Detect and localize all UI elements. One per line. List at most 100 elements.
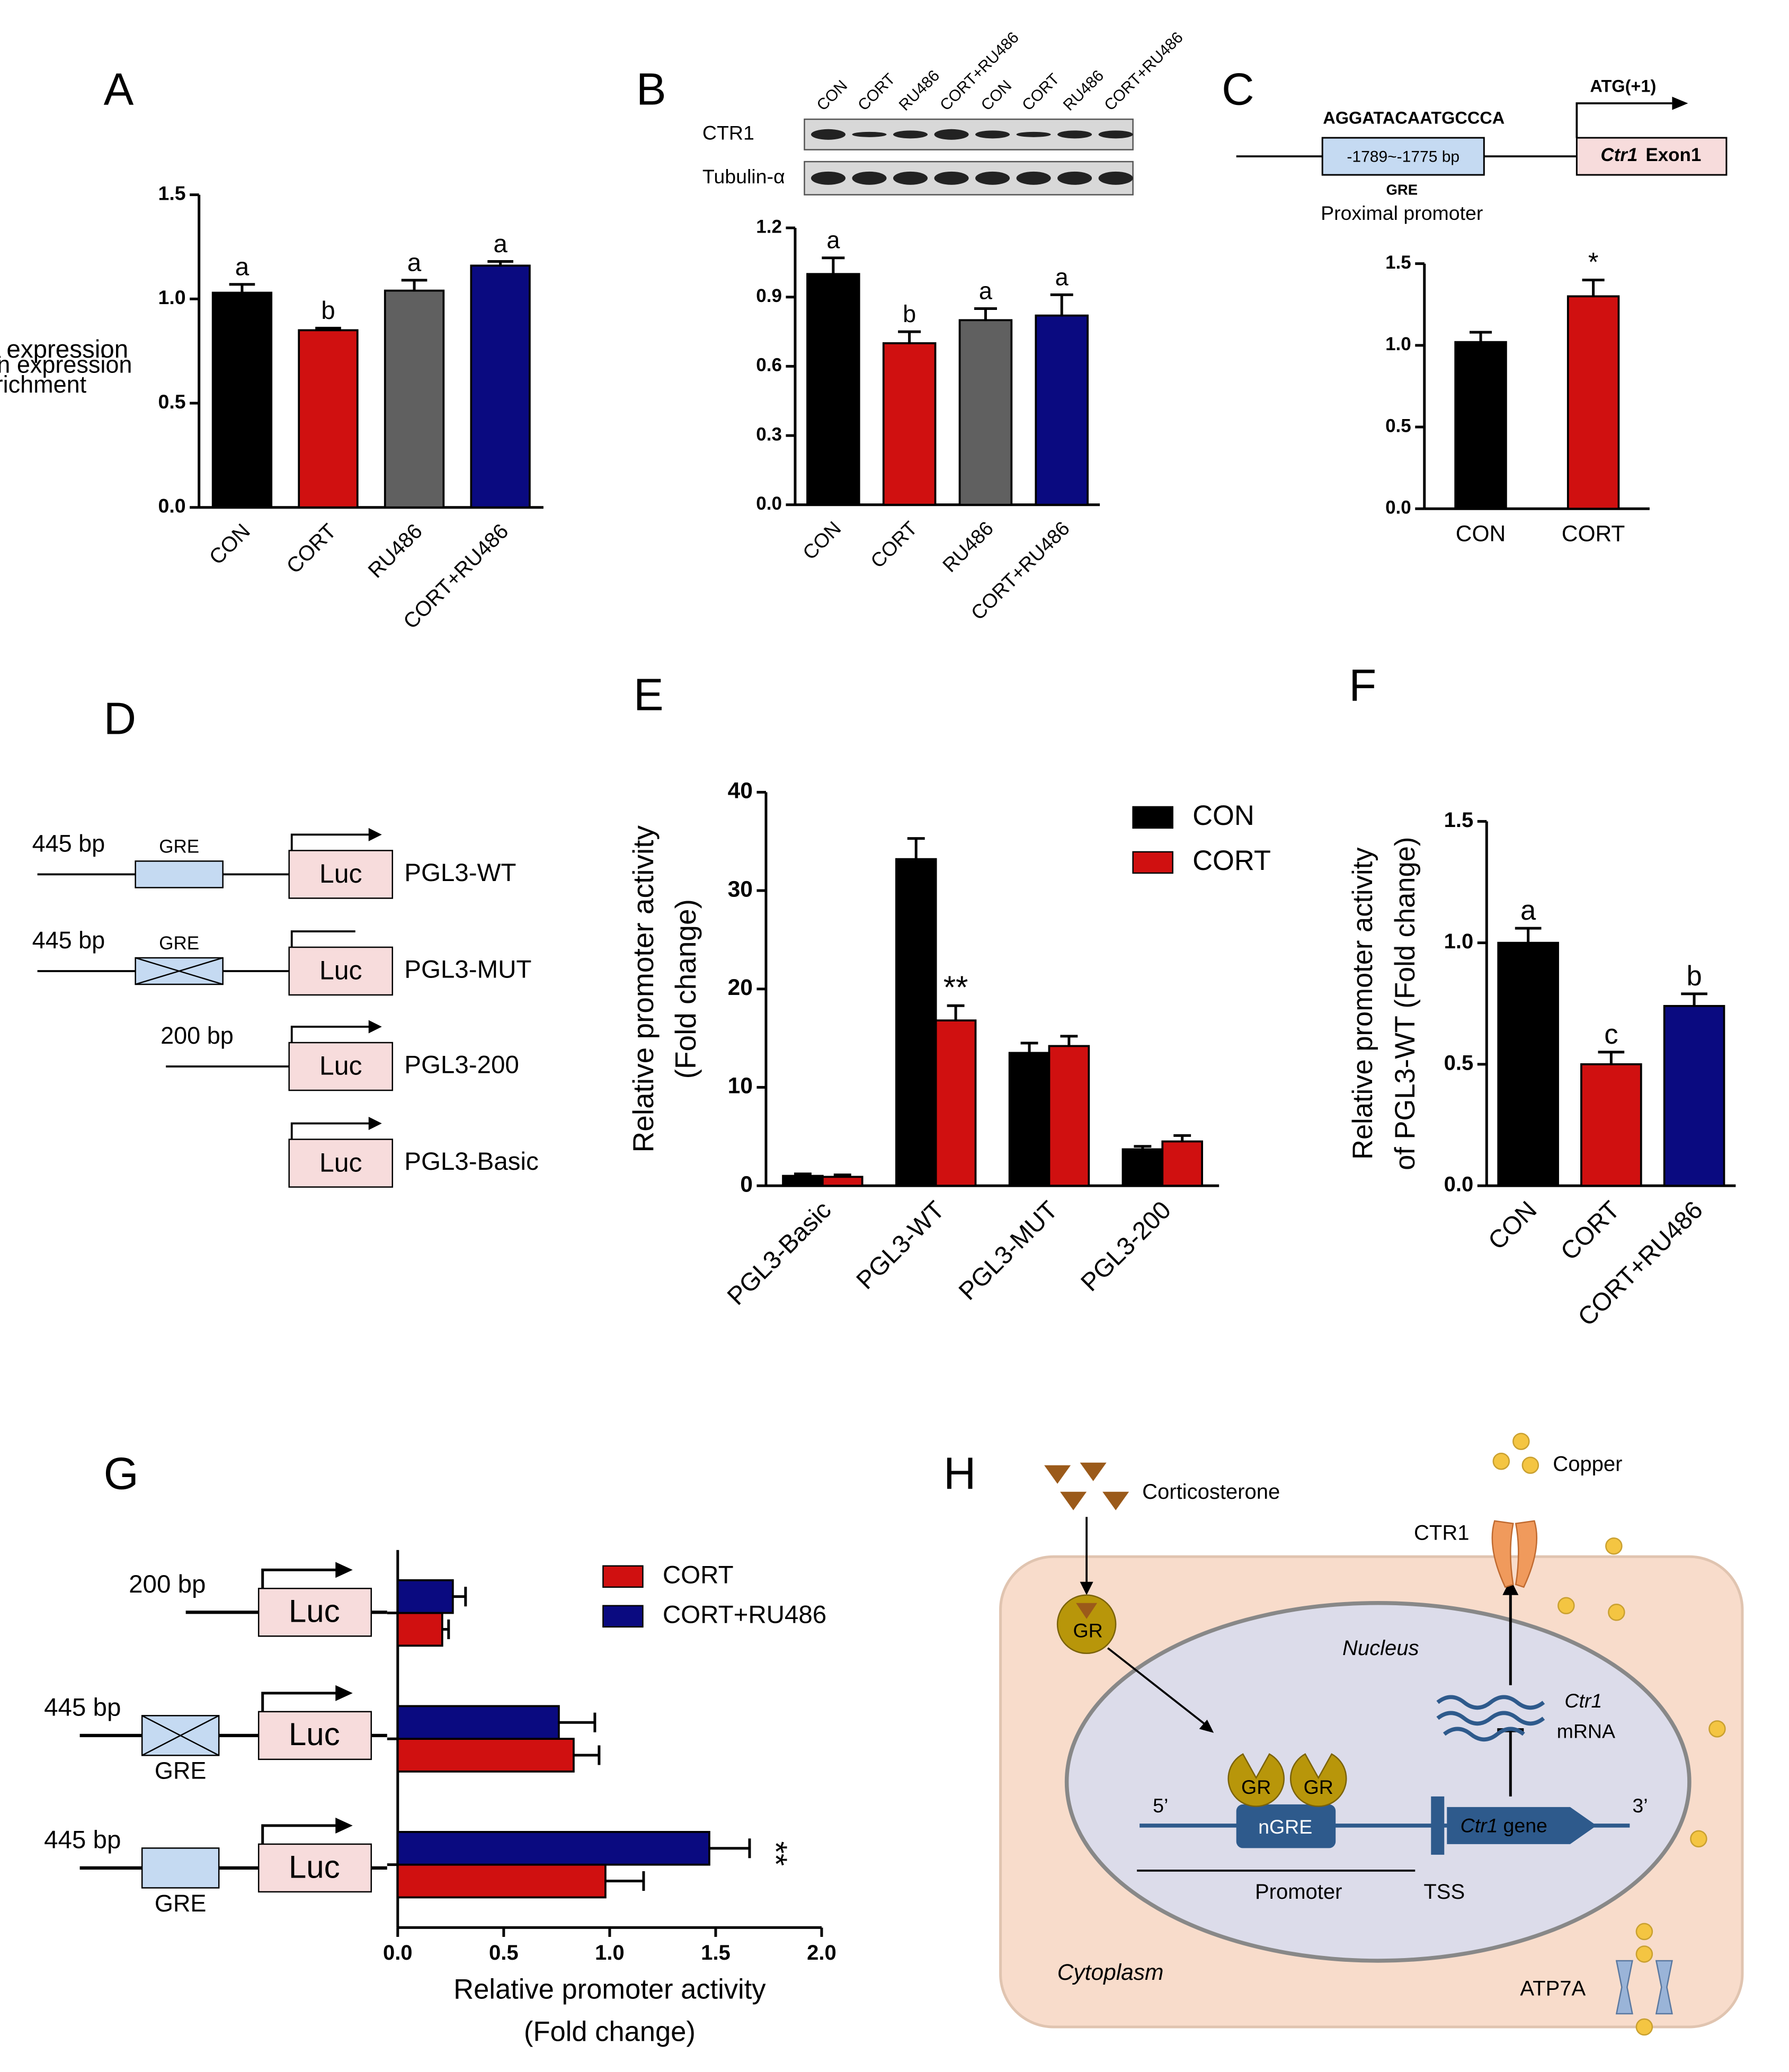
y-tick-label: 0.0 bbox=[756, 493, 782, 514]
y-axis-label: Relative promoter activity bbox=[1347, 847, 1378, 1160]
y-tick-label: 20 bbox=[728, 975, 753, 1000]
promoter-arrow bbox=[261, 1824, 339, 1844]
x-tick-label: CORT bbox=[282, 519, 341, 578]
y-tick-label: 1.5 bbox=[1385, 252, 1411, 273]
gene-label: Ctr1 gene bbox=[1461, 1814, 1547, 1836]
x-tick-label: PGL3-MUT bbox=[954, 1196, 1063, 1305]
promoter-caption: Proximal promoter bbox=[1321, 202, 1483, 224]
bar bbox=[1580, 1063, 1642, 1187]
blot-band bbox=[893, 171, 928, 185]
annotation: ** bbox=[758, 1841, 794, 1866]
blot-band bbox=[975, 171, 1010, 185]
y-tick-label: 10 bbox=[728, 1074, 753, 1099]
y-axis-label: Ctr1 mRNA expression bbox=[0, 335, 128, 363]
legend-label: CON bbox=[1192, 800, 1254, 831]
bar bbox=[1161, 1140, 1203, 1187]
construct-size: 445 bp bbox=[32, 927, 105, 954]
mutation bbox=[135, 957, 224, 985]
promoter-arrow bbox=[290, 930, 355, 947]
y-tick-label: 0.0 bbox=[1444, 1173, 1474, 1196]
bar bbox=[396, 1612, 443, 1647]
luc-box bbox=[257, 1843, 372, 1893]
bar bbox=[882, 342, 937, 506]
y-tick-label: 0.6 bbox=[756, 355, 782, 376]
luc-label: Luc bbox=[319, 1051, 362, 1081]
y-tick-label: 1.5 bbox=[1444, 808, 1474, 832]
panel-label: H bbox=[944, 1449, 976, 1499]
luc-box bbox=[288, 1042, 394, 1091]
lane-label: RU486 bbox=[1060, 67, 1107, 114]
ctr1: CTR1 bbox=[1414, 1521, 1469, 1544]
promoter-diagram: AGGATACAATGCCCA -1789~-1775 bp GRE Proxi… bbox=[1236, 77, 1728, 224]
annotation: a bbox=[493, 230, 508, 258]
lane-label: CORT bbox=[855, 70, 898, 114]
gr: GR bbox=[1241, 1776, 1271, 1798]
cytoplasm: Cytoplasm bbox=[1057, 1960, 1164, 1985]
atp7a: ATP7A bbox=[1520, 1977, 1586, 2000]
lane-label: RU486 bbox=[896, 67, 943, 114]
gr: GR bbox=[1304, 1776, 1333, 1798]
annotation: b bbox=[1686, 961, 1702, 992]
blot-row-label: Tubulin-α bbox=[702, 165, 785, 188]
bar bbox=[1567, 295, 1620, 510]
arrowhead bbox=[368, 1117, 382, 1131]
bar bbox=[298, 329, 359, 509]
x-tick-label: 1.0 bbox=[595, 1941, 625, 1964]
luc-label: Luc bbox=[319, 859, 362, 888]
bar bbox=[396, 1705, 560, 1740]
blot-band bbox=[934, 129, 969, 140]
luc-label: Luc bbox=[289, 1594, 340, 1629]
construct-name: PGL3-200 bbox=[404, 1051, 519, 1079]
arrowhead bbox=[335, 1562, 353, 1578]
corticosterone: Corticosterone bbox=[1142, 1480, 1280, 1504]
blot-band bbox=[1098, 171, 1133, 185]
construct-name: PGL3-MUT bbox=[404, 956, 531, 984]
mrna: mRNA bbox=[1557, 1720, 1615, 1742]
y-axis-label: CTR1 protein expression bbox=[0, 351, 132, 378]
x-tick-label: CORT bbox=[1562, 521, 1625, 546]
lane-label: CORT bbox=[1019, 70, 1063, 114]
x-tick-label: CON bbox=[798, 517, 845, 564]
y-axis-label: Relative promoter activity bbox=[627, 825, 660, 1153]
mechanism-diagram: Corticosterone GR Nucleus nGRE GR GR Ctr… bbox=[999, 1433, 1744, 2036]
annotation: a bbox=[235, 253, 250, 281]
panel-label: A bbox=[104, 64, 134, 114]
exon-label: Ctr1 Exon1 bbox=[1600, 145, 1701, 165]
nucleus: Nucleus bbox=[1342, 1637, 1419, 1660]
y-axis-label: (Fold change) bbox=[669, 899, 702, 1079]
x-tick-label: RU486 bbox=[938, 517, 998, 576]
bar bbox=[1454, 341, 1507, 510]
blot-band bbox=[893, 130, 928, 139]
x-tick-label: PGL3-200 bbox=[1075, 1196, 1177, 1297]
bar bbox=[211, 291, 273, 509]
annotation: * bbox=[1588, 247, 1598, 277]
x-tick-label: 1.5 bbox=[701, 1941, 731, 1964]
y-tick-label: 0.5 bbox=[1444, 1051, 1474, 1074]
legend-swatch bbox=[602, 1565, 644, 1588]
annotation: a bbox=[979, 277, 993, 304]
lane-label: CORT+RU486 bbox=[1101, 29, 1186, 114]
x-tick-label: 0.0 bbox=[383, 1941, 413, 1964]
y-tick-label: 0.0 bbox=[158, 495, 186, 517]
legend-swatch bbox=[1132, 806, 1173, 829]
bar bbox=[934, 1019, 977, 1187]
bar bbox=[396, 1579, 454, 1614]
luc-label: Luc bbox=[319, 1148, 362, 1177]
bar bbox=[396, 1863, 607, 1899]
y-tick-label: 1.2 bbox=[756, 216, 782, 237]
bar bbox=[384, 289, 445, 509]
arrowhead bbox=[368, 828, 382, 841]
y-tick-label: 1.0 bbox=[1444, 930, 1474, 953]
gre-box bbox=[141, 1847, 220, 1889]
bar bbox=[895, 858, 937, 1187]
construct-name: PGL3-WT bbox=[404, 859, 516, 887]
gre-label: GRE bbox=[159, 837, 199, 857]
y-tick-label: 1.5 bbox=[158, 182, 186, 204]
panel-label: E bbox=[634, 670, 664, 720]
bar bbox=[806, 273, 860, 506]
gre-box bbox=[135, 860, 224, 888]
mrna-gene: Ctr1 bbox=[1564, 1689, 1602, 1712]
blot-band bbox=[1057, 171, 1092, 185]
